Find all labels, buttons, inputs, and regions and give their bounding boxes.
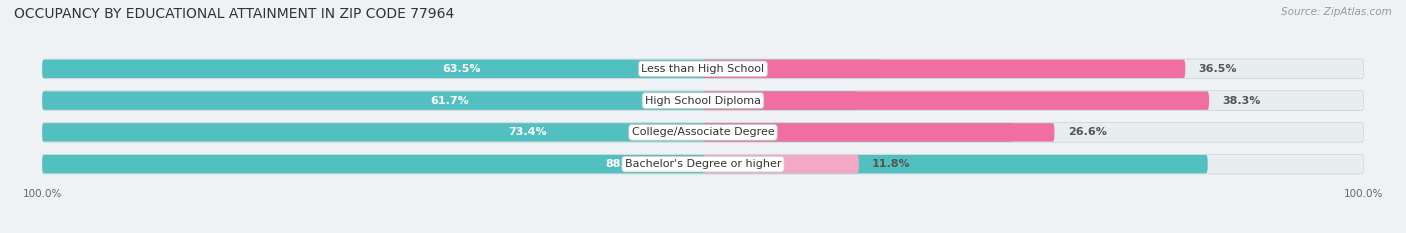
Text: 26.6%: 26.6%: [1067, 127, 1107, 137]
FancyBboxPatch shape: [703, 60, 1185, 78]
Text: 11.8%: 11.8%: [872, 159, 911, 169]
Text: 36.5%: 36.5%: [1198, 64, 1237, 74]
Text: Less than High School: Less than High School: [641, 64, 765, 74]
FancyBboxPatch shape: [42, 155, 1208, 173]
Text: OCCUPANCY BY EDUCATIONAL ATTAINMENT IN ZIP CODE 77964: OCCUPANCY BY EDUCATIONAL ATTAINMENT IN Z…: [14, 7, 454, 21]
Text: 61.7%: 61.7%: [430, 96, 470, 106]
FancyBboxPatch shape: [42, 59, 1364, 79]
Text: Source: ZipAtlas.com: Source: ZipAtlas.com: [1281, 7, 1392, 17]
FancyBboxPatch shape: [42, 91, 858, 110]
FancyBboxPatch shape: [42, 123, 1012, 142]
Text: Bachelor's Degree or higher: Bachelor's Degree or higher: [624, 159, 782, 169]
Text: College/Associate Degree: College/Associate Degree: [631, 127, 775, 137]
FancyBboxPatch shape: [42, 91, 1364, 110]
Text: 38.3%: 38.3%: [1222, 96, 1261, 106]
Text: 63.5%: 63.5%: [443, 64, 481, 74]
FancyBboxPatch shape: [703, 123, 1054, 142]
FancyBboxPatch shape: [703, 91, 1209, 110]
FancyBboxPatch shape: [703, 155, 859, 173]
FancyBboxPatch shape: [42, 60, 882, 78]
Text: 88.2%: 88.2%: [606, 159, 644, 169]
Text: 73.4%: 73.4%: [508, 127, 547, 137]
FancyBboxPatch shape: [42, 123, 1364, 142]
FancyBboxPatch shape: [42, 154, 1364, 174]
Text: High School Diploma: High School Diploma: [645, 96, 761, 106]
